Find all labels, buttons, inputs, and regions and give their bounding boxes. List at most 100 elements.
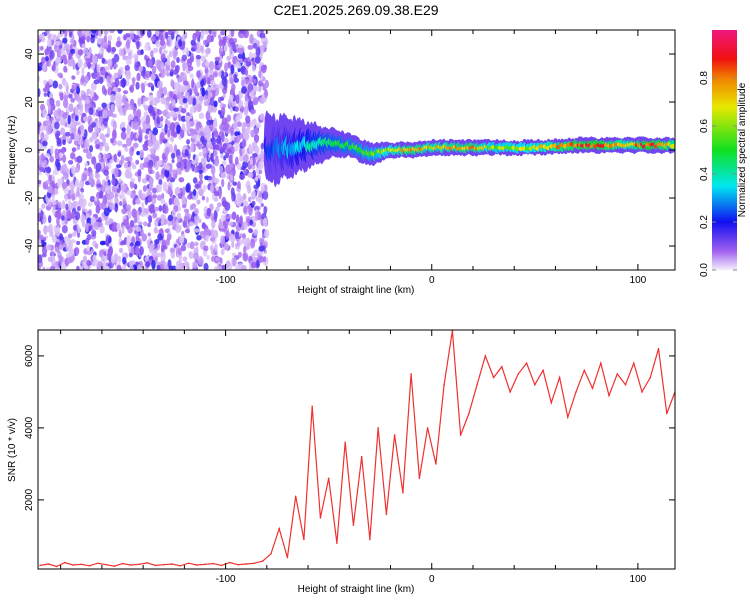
- noise-cell: [194, 86, 198, 96]
- noise-cell: [144, 70, 151, 79]
- noise-cell: [125, 204, 132, 211]
- noise-cell: [139, 149, 145, 159]
- noise-cell: [43, 241, 47, 246]
- noise-cell: [51, 235, 57, 243]
- noise-cell: [72, 200, 79, 207]
- noise-cell: [103, 30, 109, 36]
- noise-cell: [182, 186, 186, 196]
- noise-cell: [164, 228, 170, 234]
- noise-cell: [58, 255, 63, 264]
- noise-cell: [259, 50, 264, 56]
- noise-cell: [246, 204, 252, 210]
- snr-point: [402, 491, 404, 494]
- noise-cell: [232, 181, 238, 186]
- noise-cell: [159, 131, 165, 142]
- snr-point: [63, 561, 66, 564]
- noise-cell: [143, 221, 148, 227]
- noise-cell: [113, 167, 119, 178]
- noise-cell: [111, 130, 117, 140]
- noise-cell: [212, 31, 217, 38]
- noise-cell: [45, 56, 49, 62]
- noise-cell: [241, 80, 245, 88]
- noise-cell: [117, 87, 121, 93]
- noise-cell: [110, 103, 115, 113]
- noise-cell: [93, 79, 100, 85]
- noise-cell: [155, 155, 160, 162]
- noise-cell: [52, 205, 56, 215]
- noise-cell: [194, 137, 199, 145]
- noise-cell: [177, 248, 182, 256]
- noise-cell: [44, 48, 50, 56]
- noise-cell: [149, 147, 154, 153]
- noise-cell: [198, 112, 205, 120]
- noise-cell: [253, 205, 260, 212]
- noise-cell: [209, 244, 214, 252]
- noise-cell: [260, 142, 264, 150]
- noise-cell: [71, 232, 77, 237]
- noise-cell: [57, 48, 62, 57]
- noise-cell: [228, 221, 234, 227]
- snr-point: [484, 355, 487, 357]
- noise-cell: [196, 199, 201, 205]
- noise-cell: [41, 140, 48, 147]
- noise-cell: [41, 203, 46, 209]
- noise-cell: [200, 78, 204, 88]
- noise-cell: [173, 113, 178, 118]
- noise-cell: [220, 148, 225, 153]
- noise-cell: [38, 75, 41, 83]
- noise-cell: [78, 102, 84, 112]
- noise-cell: [236, 162, 242, 170]
- noise-cell: [96, 121, 102, 128]
- noise-cell: [118, 178, 122, 184]
- noise-cell: [49, 51, 53, 59]
- noise-cell: [57, 201, 62, 209]
- noise-cell: [106, 191, 112, 201]
- snr-point: [632, 362, 635, 364]
- noise-cell: [178, 113, 182, 122]
- noise-cell: [186, 58, 193, 63]
- noise-cell: [160, 251, 166, 262]
- noise-cell: [185, 183, 190, 193]
- noise-cell: [252, 78, 257, 84]
- snr-point: [492, 376, 495, 379]
- noise-cell: [148, 94, 154, 101]
- snr-point: [525, 362, 528, 364]
- snr-point: [550, 401, 553, 404]
- noise-cell: [156, 194, 163, 201]
- noise-cell: [99, 132, 104, 139]
- noise-cell: [231, 83, 236, 92]
- noise-cell: [253, 184, 259, 190]
- snr-point: [270, 553, 272, 555]
- bottom-ylabel: SNR (10 * v/v): [7, 418, 18, 482]
- noise-cell: [56, 137, 62, 145]
- noise-cell: [100, 66, 106, 76]
- noise-cell: [186, 160, 192, 171]
- noise-cell: [211, 219, 216, 229]
- noise-cell: [206, 86, 212, 92]
- noise-cell: [206, 140, 212, 149]
- noise-cell: [117, 68, 122, 79]
- noise-cell: [177, 93, 182, 98]
- noise-cell: [169, 122, 176, 133]
- noise-cell: [196, 70, 201, 78]
- noise-cell: [61, 225, 68, 234]
- noise-cell: [264, 79, 269, 89]
- noise-cell: [170, 79, 175, 88]
- noise-cell: [250, 90, 256, 100]
- noise-cell: [187, 65, 194, 72]
- noise-cell: [49, 155, 54, 163]
- noise-cell: [236, 134, 241, 143]
- noise-cell: [157, 183, 162, 193]
- noise-cell: [106, 45, 112, 54]
- noise-cell: [57, 72, 63, 77]
- noise-cell: [258, 255, 265, 263]
- noise-cell: [63, 65, 68, 73]
- snr-point: [657, 347, 660, 350]
- noise-cell: [240, 238, 245, 244]
- noise-cell: [178, 39, 182, 47]
- colorbar: [712, 30, 737, 270]
- noise-cell: [241, 123, 245, 128]
- noise-cell: [118, 247, 124, 254]
- noise-cell: [203, 262, 209, 270]
- bottom-axes: -100 0 100 2000 4000 6000: [24, 330, 675, 585]
